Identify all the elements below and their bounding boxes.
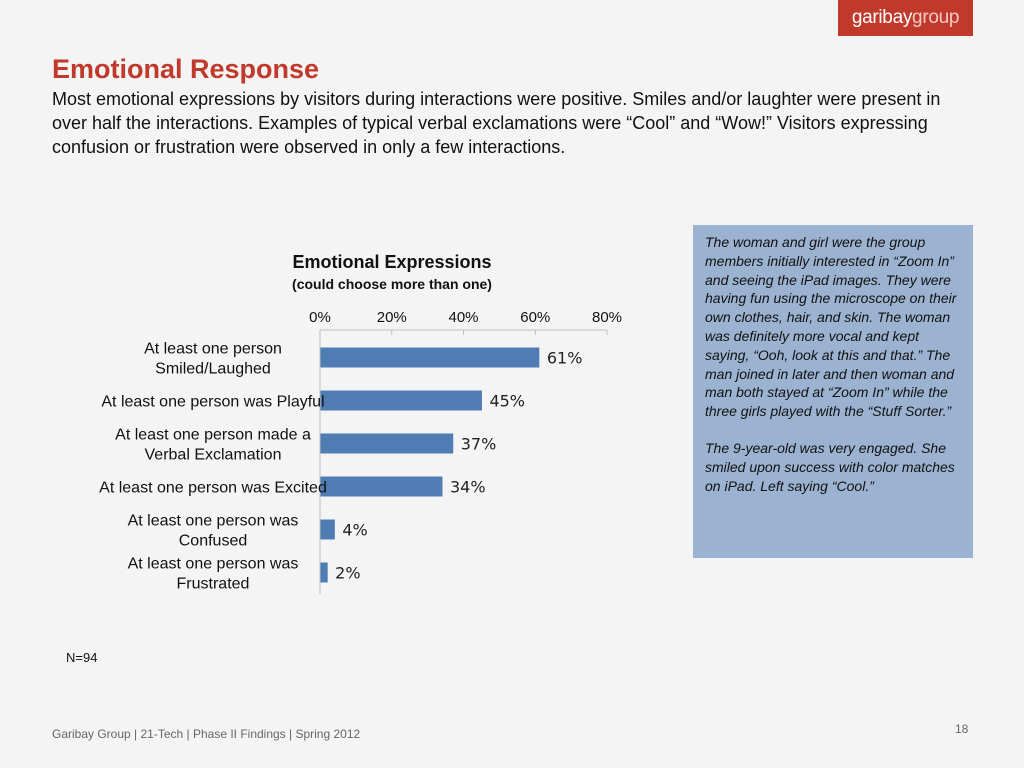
category-label: Verbal Exclamation	[145, 447, 282, 464]
x-tick-label: 0%	[309, 309, 331, 326]
category-label: At least one person made a	[115, 427, 311, 444]
category-label: At least one person was Playful	[101, 394, 324, 411]
bar	[320, 562, 328, 583]
data-label: 37%	[461, 435, 497, 454]
bar	[320, 347, 540, 368]
data-label: 45%	[489, 392, 525, 411]
bar	[320, 519, 335, 540]
sample-size-label: N=94	[66, 650, 98, 665]
data-label: 4%	[342, 521, 367, 540]
category-label: At least one person was	[128, 513, 299, 530]
slide-subtitle: Most emotional expressions by visitors d…	[52, 89, 941, 157]
chart-title: Emotional Expressions	[292, 252, 492, 272]
category-label: At least one person	[144, 341, 282, 358]
logo-text-group: group	[912, 7, 960, 28]
category-label: At least one person was	[128, 556, 299, 573]
x-tick-label: 60%	[520, 309, 550, 326]
x-tick-label: 20%	[377, 309, 407, 326]
category-label: Smiled/Laughed	[155, 361, 271, 378]
bar	[320, 476, 443, 497]
bar	[320, 390, 482, 411]
data-label: 61%	[547, 349, 583, 368]
data-label: 34%	[450, 478, 486, 497]
observation-note: The woman and girl were the group member…	[693, 225, 973, 558]
note-paragraph-1: The woman and girl were the group member…	[705, 234, 957, 420]
chart-subtitle: (could choose more than one)	[292, 276, 492, 292]
data-label: 2%	[335, 564, 360, 583]
note-paragraph-2: The 9-year-old was very engaged. She smi…	[705, 439, 955, 494]
x-tick-label: 80%	[592, 309, 622, 326]
garibay-group-logo: garibay group	[838, 0, 973, 36]
category-label: At least one person was Excited	[99, 480, 327, 497]
slide-title: Emotional Response	[52, 54, 320, 84]
bar	[320, 433, 454, 454]
footer-text: Garibay Group | 21-Tech | Phase II Findi…	[52, 727, 361, 741]
page-number: 18	[955, 722, 969, 736]
category-label: Frustrated	[177, 576, 250, 593]
x-tick-label: 40%	[448, 309, 478, 326]
category-label: Confused	[179, 533, 248, 550]
logo-text-main: garibay	[851, 7, 913, 28]
